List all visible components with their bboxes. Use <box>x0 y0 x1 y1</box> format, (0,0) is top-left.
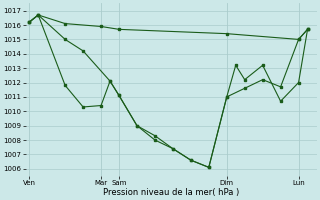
X-axis label: Pression niveau de la mer( hPa ): Pression niveau de la mer( hPa ) <box>103 188 239 197</box>
